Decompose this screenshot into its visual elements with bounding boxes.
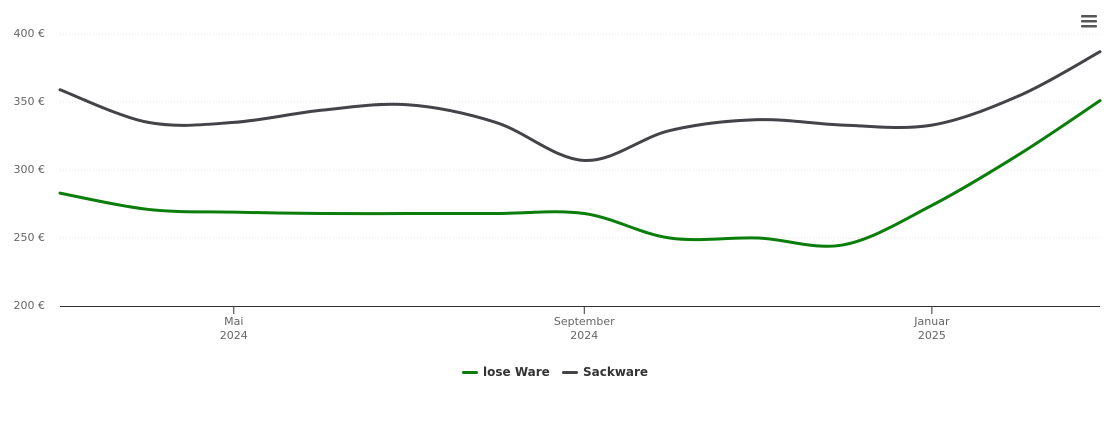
legend-label: Sackware <box>583 365 649 379</box>
legend-item[interactable]: Sackware <box>562 365 648 379</box>
y-tick-label: 400 € <box>14 27 46 40</box>
line-series <box>58 50 1102 162</box>
legend-item[interactable]: lose Ware <box>462 365 550 379</box>
line-series <box>58 99 1102 248</box>
y-tick-label: 200 € <box>14 299 46 312</box>
legend-swatch <box>562 370 578 374</box>
x-tick-label: September 2024 <box>553 315 615 342</box>
x-tick-label: Januar 2025 <box>914 315 950 342</box>
x-tick-label: Mai 2024 <box>219 315 248 342</box>
y-tick-label: 350 € <box>14 95 46 108</box>
legend-swatch <box>462 370 478 374</box>
y-tick-label: 300 € <box>14 163 46 176</box>
menu-icon[interactable] <box>1081 15 1097 28</box>
legend-label: lose Ware <box>483 365 550 379</box>
y-tick-label: 250 € <box>14 231 46 244</box>
